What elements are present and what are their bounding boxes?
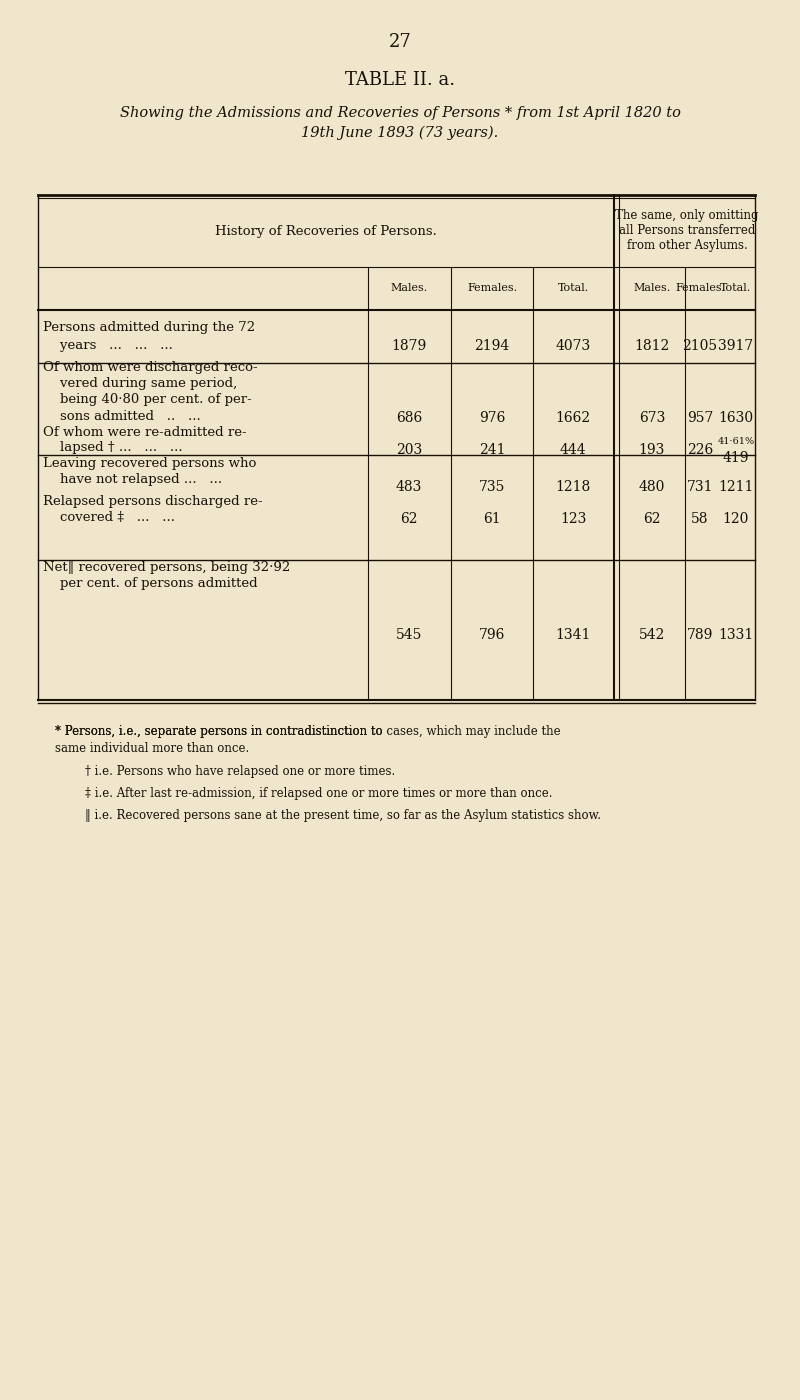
Text: 1341: 1341 <box>555 629 590 643</box>
Text: 62: 62 <box>400 512 418 526</box>
Text: covered ‡   ...   ...: covered ‡ ... ... <box>43 511 175 524</box>
Text: Males.: Males. <box>390 283 428 293</box>
Text: 796: 796 <box>479 629 505 643</box>
Text: 673: 673 <box>639 412 665 426</box>
Text: per cent. of persons admitted: per cent. of persons admitted <box>43 577 258 591</box>
Text: Females.: Females. <box>467 283 517 293</box>
Text: 123: 123 <box>560 512 586 526</box>
Text: 957: 957 <box>687 412 713 426</box>
Text: years   ...   ...   ...: years ... ... ... <box>43 340 173 353</box>
Text: History of Recoveries of Persons.: History of Recoveries of Persons. <box>215 224 437 238</box>
Text: 4073: 4073 <box>555 339 590 353</box>
Text: 1630: 1630 <box>718 412 754 426</box>
Text: 193: 193 <box>639 442 665 456</box>
Text: being 40·80 per cent. of per-: being 40·80 per cent. of per- <box>43 393 252 406</box>
Text: 686: 686 <box>396 412 422 426</box>
Text: Relapsed persons discharged re-: Relapsed persons discharged re- <box>43 494 262 508</box>
Text: 27: 27 <box>389 34 411 50</box>
Text: Males.: Males. <box>634 283 670 293</box>
Text: Persons admitted during the 72: Persons admitted during the 72 <box>43 322 255 335</box>
Text: † i.e. Persons who have relapsed one or more times.: † i.e. Persons who have relapsed one or … <box>85 764 395 778</box>
Text: 2194: 2194 <box>474 339 510 353</box>
Text: sons admitted   ..   ...: sons admitted .. ... <box>43 409 201 423</box>
Text: 480: 480 <box>639 480 665 494</box>
Text: 483: 483 <box>396 480 422 494</box>
Text: Net‖ recovered persons, being 32·92: Net‖ recovered persons, being 32·92 <box>43 561 290 574</box>
Text: 120: 120 <box>723 512 749 526</box>
Text: 2105: 2105 <box>682 339 718 353</box>
Text: TABLE II. a.: TABLE II. a. <box>345 71 455 90</box>
Text: 419: 419 <box>722 451 750 465</box>
Text: 1218: 1218 <box>555 480 590 494</box>
Text: Total.: Total. <box>558 283 589 293</box>
Text: 545: 545 <box>396 629 422 643</box>
Text: Of whom were discharged reco-: Of whom were discharged reco- <box>43 361 258 374</box>
Text: 731: 731 <box>686 480 714 494</box>
Text: vered during same period,: vered during same period, <box>43 378 238 391</box>
Text: The same, only omitting
all Persons transferred
from other Asylums.: The same, only omitting all Persons tran… <box>615 210 758 252</box>
Text: 1662: 1662 <box>555 412 590 426</box>
Text: 241: 241 <box>478 442 506 456</box>
Text: have not relapsed ...   ...: have not relapsed ... ... <box>43 473 222 486</box>
Text: 3917: 3917 <box>718 339 754 353</box>
Text: 226: 226 <box>687 442 713 456</box>
Text: * Persons, i.e., separate persons in contradistinction to: * Persons, i.e., separate persons in con… <box>55 725 386 738</box>
Text: Of whom were re-admitted re-: Of whom were re-admitted re- <box>43 426 246 438</box>
Text: 203: 203 <box>396 442 422 456</box>
Text: 58: 58 <box>691 512 709 526</box>
Text: same individual more than once.: same individual more than once. <box>55 742 250 755</box>
Text: 735: 735 <box>479 480 505 494</box>
Text: * Persons, i.e., separate persons in contradistinction to cases, which may inclu: * Persons, i.e., separate persons in con… <box>55 725 561 738</box>
Text: 1331: 1331 <box>718 629 754 643</box>
Text: ‖ i.e. Recovered persons sane at the present time, so far as the Asylum statisti: ‖ i.e. Recovered persons sane at the pre… <box>85 809 601 822</box>
Text: 542: 542 <box>639 629 665 643</box>
Text: 41·61%: 41·61% <box>718 437 754 447</box>
Text: Females.: Females. <box>675 283 725 293</box>
Text: 62: 62 <box>643 512 661 526</box>
Text: 976: 976 <box>479 412 505 426</box>
Text: 1812: 1812 <box>634 339 670 353</box>
Text: 61: 61 <box>483 512 501 526</box>
Text: 1879: 1879 <box>391 339 426 353</box>
Text: Leaving recovered persons who: Leaving recovered persons who <box>43 456 256 469</box>
Text: 19th June 1893 (73 years).: 19th June 1893 (73 years). <box>302 126 498 140</box>
Text: 444: 444 <box>560 442 586 456</box>
Text: ‡ i.e. After last re-admission, if relapsed one or more times or more than once.: ‡ i.e. After last re-admission, if relap… <box>85 787 553 799</box>
Text: 1211: 1211 <box>718 480 754 494</box>
Text: lapsed † ...   ...   ...: lapsed † ... ... ... <box>43 441 182 455</box>
Text: Total.: Total. <box>720 283 752 293</box>
Text: Showing the Admissions and Recoveries of Persons * from 1st April 1820 to: Showing the Admissions and Recoveries of… <box>119 106 681 120</box>
Text: 789: 789 <box>687 629 713 643</box>
